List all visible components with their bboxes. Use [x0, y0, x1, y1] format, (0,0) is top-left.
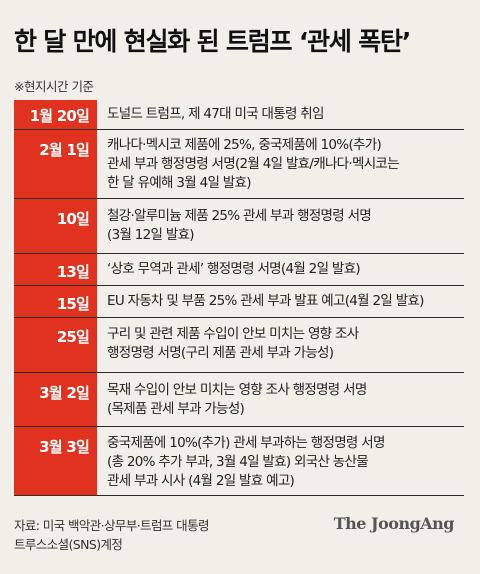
- row-line: 구리 및 관련 제품 수입이 안보 미치는 영향 조사: [107, 326, 359, 342]
- row-divider: [14, 129, 464, 130]
- row-line: (총 20% 추가 부과, 3월 4일 발효) 외국산 농산물: [107, 454, 369, 470]
- row-line: 철강·알루미늄 제품 25% 관세 부과 행정명령 서명: [107, 208, 372, 224]
- row-line: (목제품 관세 부과 가능성): [107, 401, 245, 417]
- row-date: 3월 3일: [39, 438, 90, 456]
- row-divider: [14, 285, 464, 286]
- timezone-note: ※현지시간 기준: [14, 79, 94, 94]
- timeline-row: 25일 구리 및 관련 제품 수입이 안보 미치는 영향 조사 행정명령 서명(…: [14, 318, 464, 373]
- row-date: 10일: [56, 210, 90, 228]
- timeline-row: 3월 3일 중국제품에 10%(추가) 관세 부과하는 행정명령 서명 (총 2…: [14, 427, 464, 496]
- row-text: EU 자동차 및 부품 25% 관세 부과 발표 예고(4월 2일 발효): [107, 292, 462, 311]
- timeline-row: 1월 20일 도널드 트럼프, 제 47대 미국 대통령 취임: [14, 100, 464, 130]
- timeline-row: 15일 EU 자동차 및 부품 25% 관세 부과 발표 예고(4월 2일 발효…: [14, 286, 464, 318]
- timeline-row: 10일 철강·알루미늄 제품 25% 관세 부과 행정명령 서명 (3월 12일…: [14, 199, 464, 254]
- row-line: 캐나다·멕시코 제품에 25%, 중국제품에 10%(추가): [107, 137, 382, 153]
- brand-logo: The JoongAng: [333, 514, 455, 533]
- timeline: 1월 20일 도널드 트럼프, 제 47대 미국 대통령 취임 2월 1일 캐나…: [14, 100, 464, 496]
- row-divider: [14, 198, 464, 199]
- row-text: 캐나다·멕시코 제품에 25%, 중국제품에 10%(추가) 관세 부과 행정명…: [107, 136, 462, 193]
- row-line: 관세 부과 행정명령 서명(2월 4일 발효/캐나다·멕시코는: [107, 156, 400, 172]
- timeline-row: 13일 ‘상호 무역과 관세’ 행정명령 서명(4월 2일 발효): [14, 254, 464, 286]
- timeline-row: 3월 2일 목재 수입이 안보 미치는 영향 조사 행정명령 서명 (목제품 관…: [14, 373, 464, 427]
- row-text: 목재 수입이 안보 미치는 영향 조사 행정명령 서명 (목제품 관세 부과 가…: [107, 381, 462, 419]
- row-line: 도널드 트럼프, 제 47대 미국 대통령 취임: [107, 106, 324, 122]
- row-date: 25일: [56, 328, 90, 346]
- timeline-row: 2월 1일 캐나다·멕시코 제품에 25%, 중국제품에 10%(추가) 관세 …: [14, 130, 464, 199]
- row-date: 13일: [56, 263, 90, 281]
- row-line: 행정명령 서명(구리 제품 관세 부과 가능성): [107, 345, 334, 361]
- row-date: 15일: [56, 295, 90, 313]
- row-divider: [14, 495, 464, 496]
- row-line: 한 달 유예해 3월 4일 발효): [107, 175, 251, 191]
- row-line: (3월 12일 발효): [107, 227, 195, 243]
- row-divider: [14, 426, 464, 427]
- row-date: 1월 20일: [29, 107, 90, 125]
- row-divider: [14, 372, 464, 373]
- row-line: 중국제품에 10%(추가) 관세 부과하는 행정명령 서명: [107, 435, 385, 451]
- row-line: 목재 수입이 안보 미치는 영향 조사 행정명령 서명: [107, 382, 367, 398]
- row-line: 관세 부과 시사 (4월 2일 발효 예고): [107, 473, 295, 489]
- row-text: 구리 및 관련 제품 수입이 안보 미치는 영향 조사 행정명령 서명(구리 제…: [107, 325, 462, 363]
- row-divider: [14, 317, 464, 318]
- page-title: 한 달 만에 현실화 된 트럼프 ‘관세 폭탄’: [14, 27, 411, 56]
- row-date: 2월 1일: [39, 141, 90, 159]
- row-line: EU 자동차 및 부품 25% 관세 부과 발표 예고(4월 2일 발효): [107, 293, 424, 309]
- row-text: ‘상호 무역과 관세’ 행정명령 서명(4월 2일 발효): [107, 260, 462, 279]
- row-divider: [14, 253, 464, 254]
- row-date: 3월 2일: [39, 384, 90, 402]
- row-text: 철강·알루미늄 제품 25% 관세 부과 행정명령 서명 (3월 12일 발효): [107, 207, 462, 245]
- row-text: 도널드 트럼프, 제 47대 미국 대통령 취임: [107, 105, 462, 124]
- date-column: [14, 100, 97, 496]
- source-line: 자료: 미국 백악관·상무부·트럼프 대통령: [14, 518, 209, 533]
- source-credit: 자료: 미국 백악관·상무부·트럼프 대통령 트루스소셜(SNS)계정: [14, 516, 209, 554]
- row-line: ‘상호 무역과 관세’ 행정명령 서명(4월 2일 발효): [107, 261, 361, 277]
- row-text: 중국제품에 10%(추가) 관세 부과하는 행정명령 서명 (총 20% 추가 …: [107, 434, 462, 491]
- source-line: 트루스소셜(SNS)계정: [14, 537, 123, 552]
